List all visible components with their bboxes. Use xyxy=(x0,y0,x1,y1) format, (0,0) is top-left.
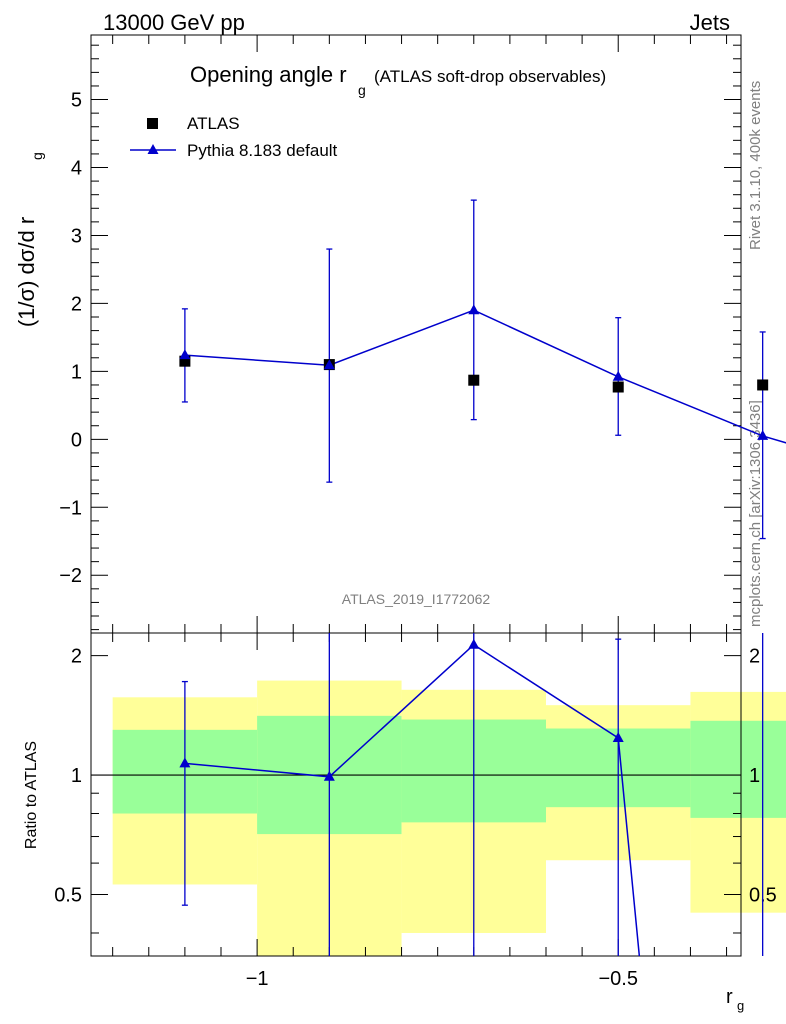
ratio-data xyxy=(179,633,764,957)
ratio-ytick-label-right: 2 xyxy=(749,646,760,668)
main-ytick-label: 3 xyxy=(71,225,82,247)
atlas-point xyxy=(757,379,769,391)
pythia-point xyxy=(323,359,335,370)
main-ylabel-text: (1/σ) dσ/d r xyxy=(14,217,39,327)
process-label: Jets xyxy=(690,10,730,35)
rivet-label-text: Rivet 3.1.10, 400k events xyxy=(747,81,764,250)
main-ylabel-subscript: g xyxy=(29,152,45,160)
ratio-ylabel-text: Ratio to ATLAS xyxy=(23,741,40,849)
main-ytick-label: 5 xyxy=(71,90,82,112)
analysis-label: ATLAS_2019_I1772062 xyxy=(342,591,491,607)
pythia-line xyxy=(184,309,786,444)
ratio-ytick-label-right: 1 xyxy=(749,765,760,787)
ratio-ytick-label-left: 0.5 xyxy=(54,885,82,907)
main-ylabel: (1/σ) dσ/d r g xyxy=(14,152,45,327)
mcplots-label-text: mcplots.cern.ch [arXiv:1306.3436] xyxy=(747,400,764,627)
legend-atlas-label: ATLAS xyxy=(187,114,240,133)
ratio-xtick-label: −1 xyxy=(246,968,269,990)
main-ytick-label: 2 xyxy=(71,293,82,315)
x-axis-label: r g xyxy=(726,986,744,1013)
legend-atlas-marker xyxy=(147,118,158,129)
title-subscript: g xyxy=(358,82,366,98)
pythia-point xyxy=(612,370,624,381)
main-ytick-label: 0 xyxy=(71,429,82,451)
ratio-ytick-label-left: 2 xyxy=(71,646,82,668)
ratio-axes: 0.5 0.51 12 2−1 −0.5 xyxy=(54,632,777,990)
ratio-ytick-label-left: 1 xyxy=(71,765,82,787)
main-axes: −2 −1 0 1 2 3 4 5 xyxy=(59,34,742,634)
ratio-xtick-label: −0.5 xyxy=(598,968,637,990)
ratio-frame xyxy=(90,632,742,957)
legend: ATLAS Pythia 8.183 default xyxy=(130,114,338,160)
rivet-label: Rivet 3.1.10, 400k events xyxy=(747,81,764,250)
title-main: Opening angle r xyxy=(190,62,347,87)
xlabel-subscript: g xyxy=(737,998,744,1013)
legend-pythia-marker xyxy=(147,144,159,154)
main-ytick-label: 4 xyxy=(71,158,82,180)
mcplots-label: mcplots.cern.ch [arXiv:1306.3436] xyxy=(747,400,764,627)
plot-title: Opening angle r g (ATLAS soft-drop obser… xyxy=(190,62,606,98)
energy-label: 13000 GeV pp xyxy=(103,10,245,35)
green-band-4 xyxy=(690,720,786,818)
atlas-point xyxy=(468,374,480,386)
title-suffix: (ATLAS soft-drop observables) xyxy=(374,67,606,86)
atlas-point xyxy=(179,355,191,367)
pythia-point xyxy=(179,349,191,360)
main-data xyxy=(179,199,786,540)
ratio-bands xyxy=(112,680,786,956)
main-ytick-label: −2 xyxy=(59,565,82,587)
ratio-point xyxy=(468,638,480,649)
xlabel-text: r xyxy=(726,986,733,1008)
ratio-point xyxy=(179,757,191,768)
ratio-point xyxy=(323,770,335,781)
pythia-point xyxy=(468,304,480,315)
pythia-point xyxy=(757,429,769,440)
legend-pythia-label: Pythia 8.183 default xyxy=(187,141,338,160)
ratio-point xyxy=(612,731,624,742)
ratio-ylabel: Ratio to ATLAS xyxy=(23,741,40,849)
main-ytick-label: 1 xyxy=(71,361,82,383)
main-ytick-label: −1 xyxy=(59,497,82,519)
atlas-point xyxy=(612,381,624,393)
